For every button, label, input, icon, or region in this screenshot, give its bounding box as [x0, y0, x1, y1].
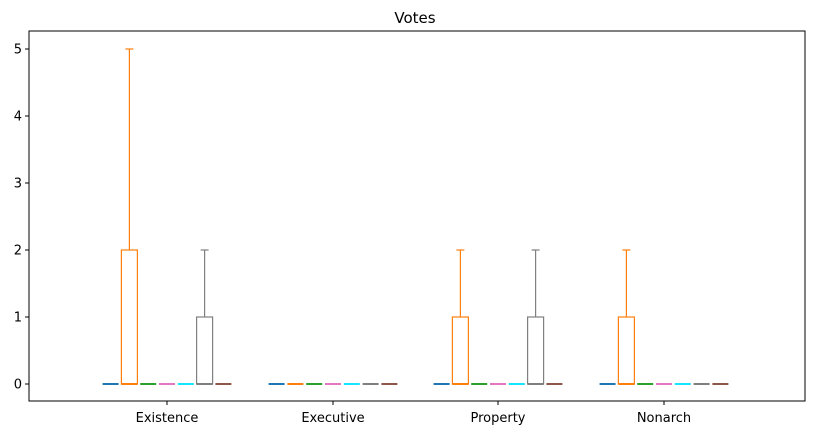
plot-marks: [102, 48, 729, 385]
box-body: [120, 249, 139, 385]
y-tick-label: 4: [14, 110, 22, 125]
plot-frame: [28, 30, 806, 402]
box-nonarch-1: [617, 249, 636, 385]
box-existence-1: [120, 48, 139, 385]
x-tick-label: Executive: [301, 411, 364, 426]
y-tick-label: 2: [14, 244, 22, 259]
chart-title: Votes: [394, 9, 435, 27]
x-tick-label: Property: [470, 411, 525, 426]
x-axis: Existence Executive Property Nonarch: [136, 401, 691, 426]
x-tick-label: Nonarch: [637, 411, 691, 426]
y-tick-label: 3: [14, 177, 22, 192]
y-axis: 0 1 2 3 4 5: [14, 43, 29, 393]
box-body: [196, 316, 214, 385]
y-tick-label: 0: [14, 378, 22, 393]
box-property-5: [526, 249, 545, 385]
box-body: [451, 316, 469, 385]
y-tick-label: 5: [14, 43, 22, 58]
box-body: [617, 316, 636, 385]
box-property-1: [451, 249, 469, 385]
y-tick-label: 1: [14, 311, 22, 326]
box-body: [526, 316, 545, 385]
box-existence-5: [196, 249, 214, 385]
x-tick-label: Existence: [136, 411, 199, 426]
